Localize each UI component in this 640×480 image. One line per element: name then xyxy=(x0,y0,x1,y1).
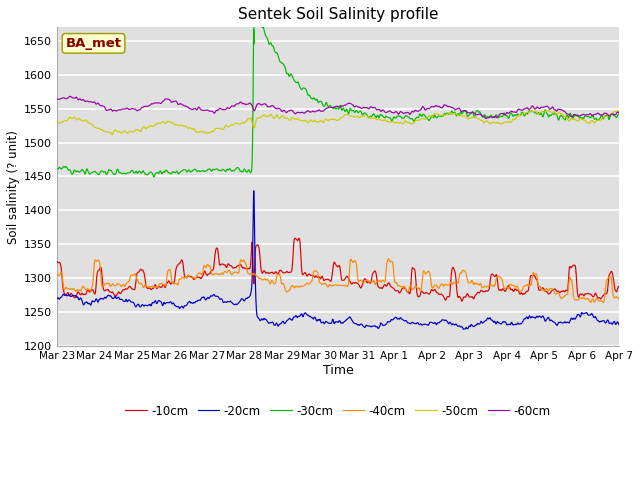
-40cm xyxy=(53,272,61,277)
-20cm xyxy=(250,188,258,194)
Line: -10cm: -10cm xyxy=(57,238,619,301)
-30cm xyxy=(599,116,607,121)
-10cm xyxy=(496,287,504,293)
-10cm xyxy=(327,278,335,284)
-30cm xyxy=(82,169,90,175)
-50cm xyxy=(599,115,607,120)
-20cm xyxy=(460,326,467,332)
-60cm xyxy=(66,94,74,99)
-60cm xyxy=(312,108,319,114)
Line: -60cm: -60cm xyxy=(57,96,619,119)
-60cm xyxy=(496,111,504,117)
-50cm xyxy=(600,114,607,120)
Line: -40cm: -40cm xyxy=(57,259,619,302)
X-axis label: Time: Time xyxy=(323,364,353,377)
-30cm xyxy=(600,116,607,122)
-30cm xyxy=(496,113,504,119)
-60cm xyxy=(615,110,623,116)
-60cm xyxy=(327,105,335,110)
-50cm xyxy=(327,117,335,122)
-50cm xyxy=(496,120,504,126)
-20cm xyxy=(327,321,335,326)
-60cm xyxy=(482,116,490,121)
-60cm xyxy=(82,98,90,104)
-20cm xyxy=(496,321,504,326)
-50cm xyxy=(545,108,552,114)
-50cm xyxy=(53,120,61,126)
-30cm xyxy=(327,103,335,109)
-10cm xyxy=(53,259,61,264)
-50cm xyxy=(615,108,623,114)
-30cm xyxy=(615,111,623,117)
Title: Sentek Soil Salinity profile: Sentek Soil Salinity profile xyxy=(238,7,438,22)
-20cm xyxy=(312,316,319,322)
-60cm xyxy=(600,111,607,117)
Legend: -10cm, -20cm, -30cm, -40cm, -50cm, -60cm: -10cm, -20cm, -30cm, -40cm, -50cm, -60cm xyxy=(120,400,556,422)
Line: -20cm: -20cm xyxy=(57,191,619,329)
-40cm xyxy=(600,300,607,305)
-10cm xyxy=(600,292,607,298)
-40cm xyxy=(312,268,319,274)
Text: BA_met: BA_met xyxy=(65,37,122,50)
-30cm xyxy=(150,174,157,180)
-40cm xyxy=(326,282,334,288)
-50cm xyxy=(108,132,116,137)
Line: -30cm: -30cm xyxy=(57,0,619,177)
-40cm xyxy=(496,274,504,280)
-40cm xyxy=(82,287,90,293)
-40cm xyxy=(599,300,607,305)
-10cm xyxy=(312,273,319,279)
-20cm xyxy=(599,318,607,324)
-10cm xyxy=(291,235,299,241)
-40cm xyxy=(615,296,623,301)
-50cm xyxy=(82,117,90,123)
-60cm xyxy=(599,112,607,118)
-50cm xyxy=(312,119,319,124)
-40cm xyxy=(587,300,595,305)
-20cm xyxy=(53,296,61,301)
Y-axis label: Soil salinity (? unit): Soil salinity (? unit) xyxy=(7,130,20,244)
-30cm xyxy=(312,97,320,103)
-10cm xyxy=(615,284,623,289)
-30cm xyxy=(53,166,61,172)
-10cm xyxy=(599,293,607,299)
-20cm xyxy=(615,322,623,328)
-10cm xyxy=(458,299,466,304)
-40cm xyxy=(385,256,392,262)
-10cm xyxy=(82,291,90,297)
-20cm xyxy=(600,318,607,324)
-60cm xyxy=(53,96,61,102)
Line: -50cm: -50cm xyxy=(57,111,619,134)
-20cm xyxy=(82,300,90,305)
